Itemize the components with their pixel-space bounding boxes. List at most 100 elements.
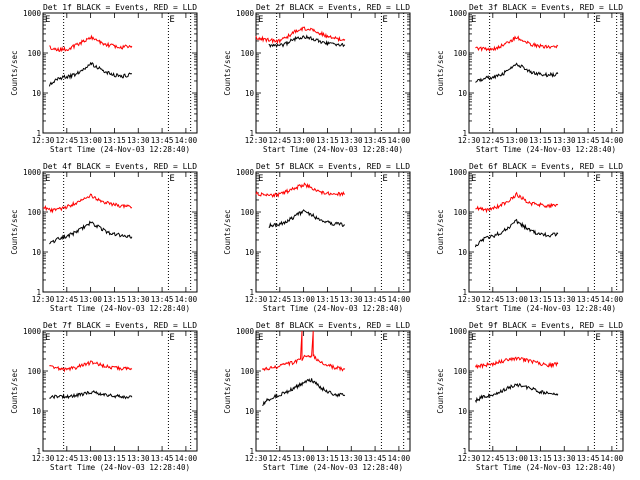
y-tick-label: 1000: [236, 9, 255, 18]
x-tick-label: 13:00: [292, 454, 315, 463]
x-axis-label: Start Time (24-Nov-03 12:28:40): [476, 304, 616, 313]
plot-frame: [255, 171, 411, 293]
plot-frame: [42, 330, 198, 452]
chart-panel-8: Det 8f BLACK = Events, RED = LLD 1 10 100 10…: [223, 321, 411, 472]
panel-title: Det 5f BLACK = Events, RED = LLD: [256, 162, 410, 171]
chart-panel-9: Det 9f BLACK = Events, RED = LLD 1 10 100 10…: [436, 321, 624, 472]
marker-label-end: E: [595, 333, 600, 343]
events-series-line: [49, 220, 133, 245]
x-tick-label: 13:15: [103, 295, 126, 304]
plot-frame: [468, 12, 624, 134]
x-tick-label: 13:00: [292, 136, 315, 145]
events-series-line: [49, 390, 133, 400]
events-series-line: [48, 61, 133, 87]
events-series-line: [268, 209, 346, 228]
x-tick-label: 13:30: [553, 454, 576, 463]
plot-frame: [468, 171, 624, 293]
x-tick-label: 12:30: [245, 454, 268, 463]
plot-frame: [42, 12, 198, 134]
chart-panel-6: Det 6f BLACK = Events, RED = LLD 1 10 100 10…: [436, 162, 624, 313]
y-tick-label: 1000: [449, 168, 468, 177]
marker-label-start: E: [258, 174, 263, 184]
y-tick-label: 1000: [236, 327, 255, 336]
x-tick-label: 13:45: [364, 295, 387, 304]
x-tick-label: 13:30: [340, 295, 363, 304]
x-tick-label: 13:45: [151, 295, 174, 304]
panel-title: Det 8f BLACK = Events, RED = LLD: [256, 321, 410, 330]
y-tick-label: 100: [453, 208, 467, 217]
x-tick-label: 14:00: [175, 136, 198, 145]
x-tick-label: 12:45: [482, 454, 505, 463]
plot-frame: [468, 330, 624, 452]
x-tick-label: 12:30: [32, 295, 55, 304]
chart-panel-4: Det 4f BLACK = Events, RED = LLD 1 10 100 10…: [10, 162, 198, 313]
lld-series-line: [42, 193, 133, 214]
x-tick-label: 13:30: [340, 136, 363, 145]
y-tick-label: 10: [245, 407, 255, 416]
lld-series-line: [261, 330, 346, 372]
y-axis-label: Counts/sec: [223, 209, 232, 254]
x-tick-label: 13:30: [127, 295, 150, 304]
events-series-line: [262, 378, 346, 407]
marker-label-start: E: [471, 174, 476, 184]
x-axis-label: Start Time (24-Nov-03 12:28:40): [263, 463, 403, 472]
y-tick-label: 10: [458, 89, 468, 98]
x-tick-label: 13:30: [553, 295, 576, 304]
x-axis-label: Start Time (24-Nov-03 12:28:40): [476, 463, 616, 472]
y-tick-label: 10: [458, 248, 468, 257]
y-tick-label: 1000: [449, 9, 468, 18]
x-tick-label: 13:45: [151, 136, 174, 145]
x-tick-label: 12:45: [269, 454, 292, 463]
x-tick-label: 13:45: [364, 454, 387, 463]
y-axis-label: Counts/sec: [223, 368, 232, 413]
x-axis-label: Start Time (24-Nov-03 12:28:40): [50, 463, 190, 472]
plot-frame: [255, 330, 411, 452]
x-tick-label: 13:15: [316, 454, 339, 463]
marker-label-start: E: [45, 333, 50, 343]
x-tick-label: 14:00: [388, 295, 411, 304]
x-tick-label: 13:00: [79, 454, 102, 463]
y-tick-label: 10: [32, 89, 42, 98]
events-series-line: [475, 62, 559, 83]
y-tick-label: 1000: [23, 168, 42, 177]
x-tick-label: 13:15: [316, 295, 339, 304]
y-tick-label: 100: [240, 208, 254, 217]
chart-panel-1: Det 1f BLACK = Events, RED = LLD 1 10 100 10…: [10, 3, 198, 154]
x-tick-label: 12:30: [458, 454, 481, 463]
marker-label-start: E: [258, 15, 263, 25]
y-tick-label: 1: [36, 129, 41, 138]
x-tick-label: 13:15: [529, 295, 552, 304]
x-tick-label: 13:00: [505, 454, 528, 463]
chart-panel-3: Det 3f BLACK = Events, RED = LLD 1 10 100 10…: [436, 3, 624, 154]
marker-label-end: E: [382, 15, 387, 25]
x-tick-label: 13:30: [127, 454, 150, 463]
x-tick-label: 13:30: [127, 136, 150, 145]
x-tick-label: 13:00: [505, 295, 528, 304]
events-series-line: [474, 382, 559, 404]
panel-title: Det 7f BLACK = Events, RED = LLD: [43, 321, 197, 330]
y-tick-label: 100: [27, 208, 41, 217]
y-tick-label: 1: [249, 447, 254, 456]
x-tick-label: 12:30: [245, 136, 268, 145]
x-tick-label: 12:30: [458, 136, 481, 145]
y-tick-label: 100: [27, 367, 41, 376]
lld-series-line: [49, 360, 133, 373]
x-axis-label: Start Time (24-Nov-03 12:28:40): [50, 304, 190, 313]
panel-title: Det 4f BLACK = Events, RED = LLD: [43, 162, 197, 171]
x-tick-label: 14:00: [388, 454, 411, 463]
plot-frame: [255, 12, 411, 134]
x-tick-label: 14:00: [601, 295, 624, 304]
x-tick-label: 14:00: [175, 295, 198, 304]
x-tick-label: 13:15: [103, 454, 126, 463]
marker-label-start: E: [45, 174, 50, 184]
x-tick-label: 13:30: [340, 454, 363, 463]
y-tick-label: 10: [245, 89, 255, 98]
x-tick-label: 13:30: [553, 136, 576, 145]
y-tick-label: 10: [245, 248, 255, 257]
y-tick-label: 1: [249, 129, 254, 138]
marker-label-end: E: [382, 174, 387, 184]
x-axis-label: Start Time (24-Nov-03 12:28:40): [476, 145, 616, 154]
x-tick-label: 13:45: [577, 454, 600, 463]
chart-panel-7: Det 7f BLACK = Events, RED = LLD 1 10 100 10…: [10, 321, 198, 472]
x-tick-label: 12:45: [269, 295, 292, 304]
